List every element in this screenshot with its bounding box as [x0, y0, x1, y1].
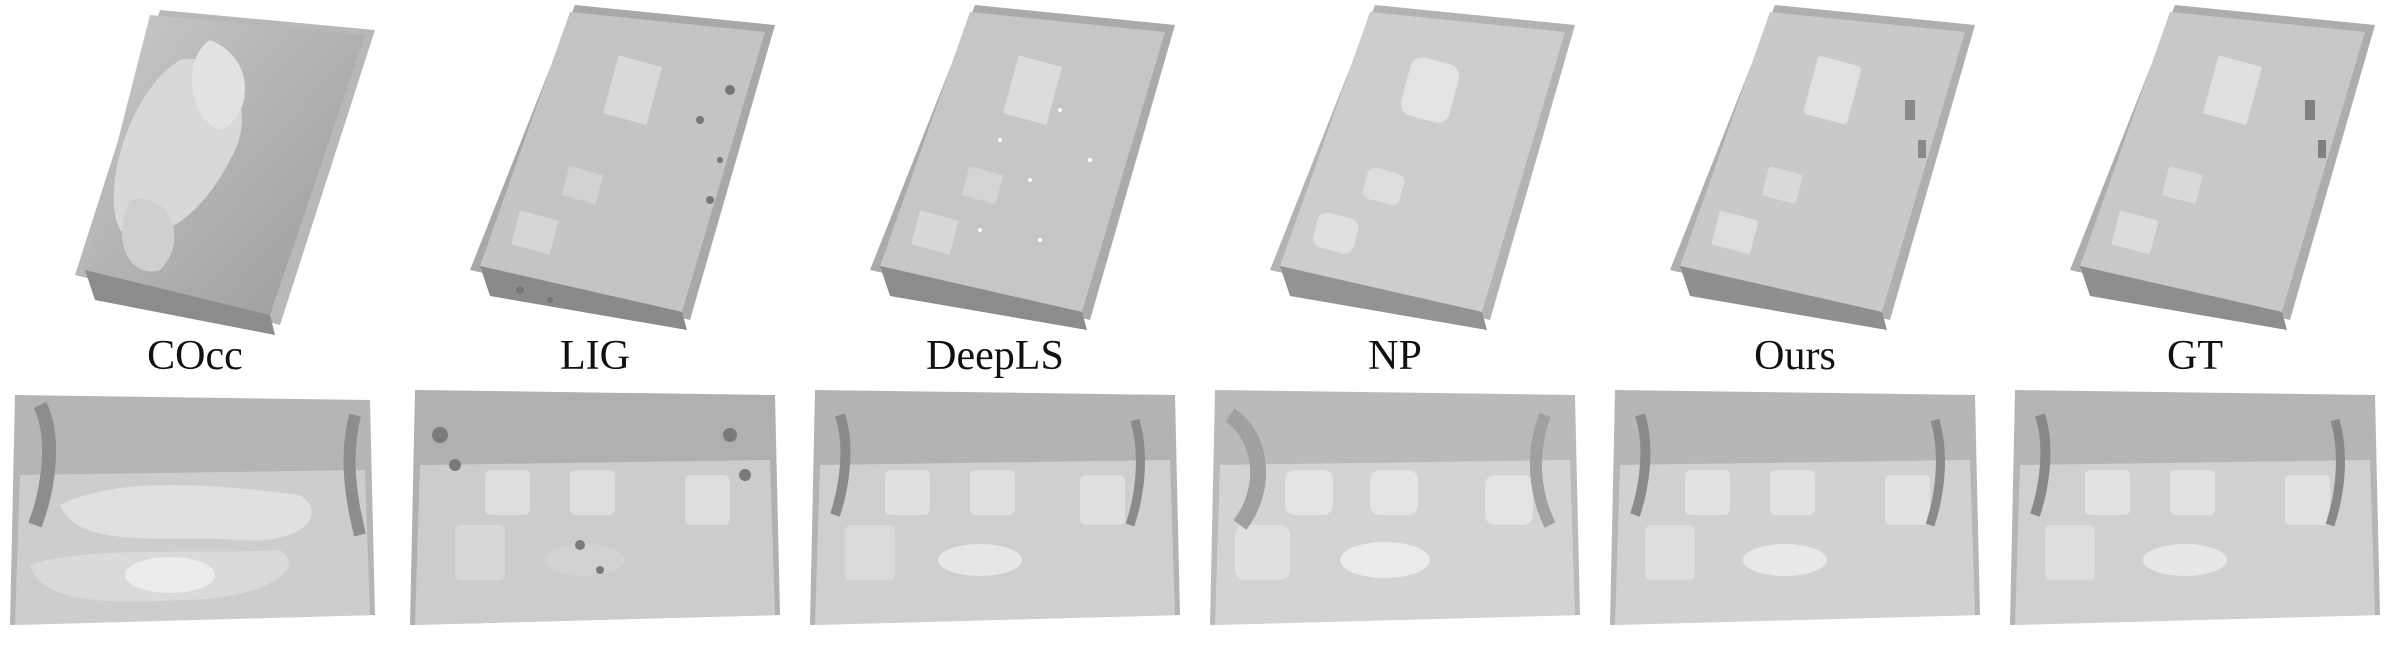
method-label: Ours [1754, 333, 1836, 379]
top-room-render-np [1200, 0, 1590, 335]
column-ours: Ours [1600, 0, 1990, 658]
top-room-render-lig [400, 0, 790, 335]
column-deepls: DeepLS [800, 0, 1190, 658]
top-room-render-deepls [800, 0, 1190, 335]
top-room-render-cocc [0, 0, 390, 335]
bottom-room-render-gt [2000, 375, 2390, 658]
bottom-room-render-lig [400, 375, 790, 658]
bottom-room-render-ours [1600, 375, 1990, 658]
method-label: COcc [147, 333, 243, 379]
method-label: DeepLS [926, 333, 1064, 379]
top-room-render-ours [1600, 0, 1990, 335]
bottom-room-render-deepls [800, 375, 1190, 658]
method-label: GT [2167, 333, 2223, 379]
method-label: LIG [560, 333, 630, 379]
column-lig: LIG [400, 0, 790, 658]
bottom-room-render-np [1200, 375, 1590, 658]
column-gt: GT [2000, 0, 2390, 658]
column-np: NP [1200, 0, 1590, 658]
bottom-room-render-cocc [0, 375, 390, 658]
column-cocc: COcc [0, 0, 390, 658]
method-label: NP [1368, 333, 1422, 379]
top-room-render-gt [2000, 0, 2390, 335]
